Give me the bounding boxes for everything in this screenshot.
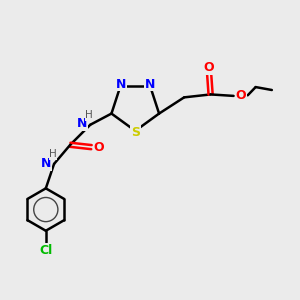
- Text: S: S: [131, 126, 140, 139]
- Text: O: O: [204, 61, 214, 74]
- Text: O: O: [236, 89, 246, 102]
- Text: H: H: [49, 149, 56, 160]
- Text: N: N: [77, 117, 87, 130]
- Text: N: N: [116, 78, 126, 91]
- Text: N: N: [41, 158, 51, 170]
- Text: O: O: [94, 141, 104, 154]
- Text: N: N: [145, 78, 155, 91]
- Text: Cl: Cl: [39, 244, 52, 257]
- Text: H: H: [85, 110, 93, 120]
